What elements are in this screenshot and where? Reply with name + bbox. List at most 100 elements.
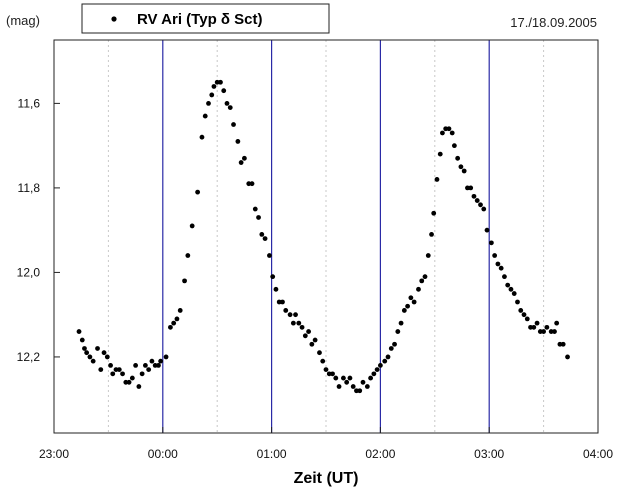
data-point (293, 312, 298, 318)
data-point (378, 362, 383, 368)
data-point (120, 371, 125, 377)
data-point (344, 379, 350, 385)
x-tick-label: 04:00 (583, 447, 613, 461)
data-point (90, 358, 96, 364)
data-point (440, 130, 445, 136)
data-point (350, 384, 356, 389)
data-point (408, 295, 414, 301)
data-point (541, 329, 546, 334)
data-point (252, 206, 258, 212)
data-point (126, 379, 132, 385)
data-point (202, 113, 208, 119)
data-point (333, 375, 339, 381)
data-point (518, 308, 524, 313)
data-point (382, 358, 388, 364)
data-point (544, 324, 550, 330)
data-point (87, 354, 93, 360)
data-point (142, 362, 148, 368)
data-point (474, 198, 480, 203)
data-point (296, 320, 302, 326)
x-tick-label: 23:00 (39, 447, 69, 461)
y-tick-label: 12,0 (17, 265, 41, 279)
data-point (431, 210, 437, 216)
data-point (163, 354, 169, 360)
data-point (560, 341, 566, 347)
data-point (309, 341, 315, 347)
data-point (323, 367, 329, 373)
data-point (290, 320, 296, 326)
legend-entry: RV Ari (Typ δ Sct) (137, 11, 263, 28)
data-point (505, 282, 511, 288)
data-point (458, 164, 464, 170)
data-point (411, 299, 417, 305)
data-point (364, 384, 370, 389)
x-tick-label: 01:00 (257, 447, 287, 461)
data-point (434, 177, 440, 182)
data-point (371, 371, 377, 377)
data-point (360, 379, 366, 385)
minor-gridlines (107, 40, 545, 433)
data-point (416, 286, 421, 292)
data-point (84, 350, 90, 356)
x-axis-label: Zeit (UT) (294, 470, 359, 487)
plot-frame (53, 39, 599, 434)
data-point (395, 329, 401, 334)
data-point (425, 253, 431, 258)
data-point (242, 155, 247, 161)
data-point (306, 329, 311, 334)
x-tick-label: 03:00 (474, 447, 504, 461)
data-point (283, 308, 289, 313)
data-point (209, 92, 215, 98)
data-point (357, 388, 363, 394)
data-point (168, 324, 173, 330)
data-point (256, 215, 261, 220)
data-point (498, 265, 504, 271)
data-point (461, 168, 467, 174)
data-point (195, 189, 201, 195)
data-point (508, 286, 514, 292)
data-point (76, 329, 82, 334)
data-point (149, 358, 155, 364)
data-point (524, 316, 530, 322)
data-points (76, 79, 570, 394)
data-point (401, 308, 407, 313)
data-point (221, 88, 227, 94)
x-axis: 23:00 00:00 01:00 02:00 03:00 04:00 (39, 427, 613, 461)
data-point (312, 337, 318, 343)
data-point (211, 84, 217, 89)
data-point (419, 278, 425, 284)
data-point (110, 371, 116, 377)
data-point (104, 354, 110, 360)
data-point (336, 384, 342, 389)
data-point (451, 143, 457, 149)
data-point (511, 291, 517, 296)
data-point (82, 346, 87, 351)
data-point (429, 231, 434, 237)
data-point (388, 346, 394, 351)
data-point (422, 274, 428, 280)
data-point (437, 151, 443, 157)
data-point (280, 299, 285, 305)
legend: RV Ari (Typ δ Sct) (81, 3, 330, 34)
data-point (330, 371, 335, 377)
y-axis: 11,6 11,8 12,0 12,2 (17, 96, 60, 364)
data-point (79, 337, 85, 343)
data-point (267, 253, 272, 258)
y-axis-label: (mag) (6, 13, 40, 28)
data-point (317, 350, 322, 356)
data-point (199, 134, 205, 140)
y-tick-label: 12,2 (17, 350, 41, 364)
data-point (224, 100, 230, 106)
data-point (146, 367, 152, 373)
data-point (156, 362, 161, 368)
data-point (552, 329, 557, 334)
data-point (341, 375, 346, 381)
data-point (238, 160, 244, 165)
data-point (249, 181, 255, 187)
data-point (129, 375, 135, 381)
data-point (133, 362, 139, 368)
data-point (385, 354, 391, 360)
y-tick-label: 11,6 (18, 96, 41, 110)
data-point (495, 261, 501, 267)
